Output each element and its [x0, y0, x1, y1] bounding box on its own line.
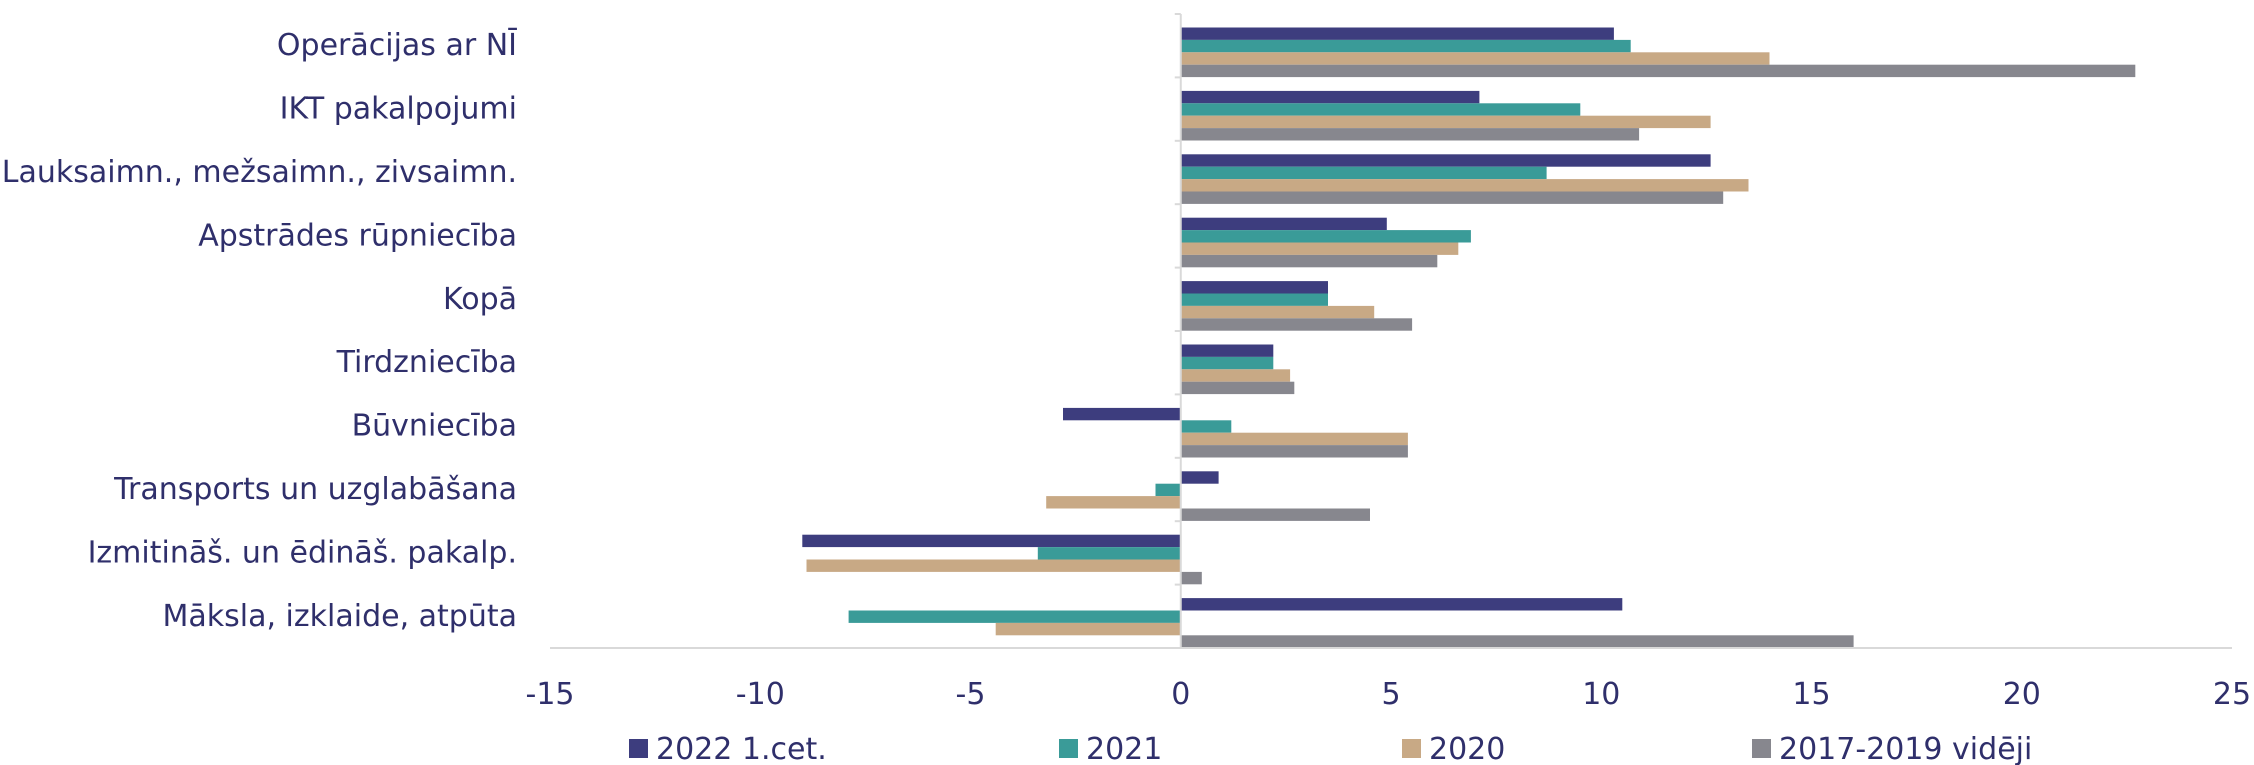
bar-8-series-4 [1180, 508, 1370, 521]
category-label: Tirdzniecība [336, 345, 517, 380]
bar-4-series-3 [1180, 242, 1459, 255]
x-tick-label: -15 [526, 677, 575, 712]
bar-8-series-3 [1046, 496, 1181, 509]
bar-10-series-3 [995, 622, 1181, 636]
x-tick-label: 5 [1381, 677, 1400, 712]
bar-2-series-3 [1180, 115, 1711, 129]
bar-2-series-2 [1180, 103, 1581, 116]
bar-7-series-3 [1180, 432, 1408, 446]
legend-label: 2021 [1086, 732, 1162, 765]
x-tick-label: -5 [956, 677, 986, 712]
bar-9-series-2 [1037, 547, 1181, 560]
category-labels: Operācijas ar NĪ IKT pakalpojumi Lauksaimn… [2, 27, 517, 634]
bar-6-series-2 [1180, 356, 1274, 370]
category-label: Būvniecība [352, 409, 517, 444]
x-tick-label: 0 [1171, 677, 1190, 712]
bar-3-series-4 [1180, 191, 1724, 204]
category-label: IKT pakalpojumi [280, 92, 517, 127]
legend-swatch [1059, 739, 1078, 758]
bar-2-series-4 [1180, 128, 1640, 141]
bar-1-series-4 [1180, 64, 2136, 78]
x-tick-label: 10 [1582, 677, 1620, 712]
bar-8-series-2 [1155, 483, 1181, 497]
bar-1-series-2 [1180, 39, 1631, 53]
bar-5-series-1 [1180, 281, 1328, 294]
bar-9-series-4 [1180, 571, 1202, 585]
bar-6-series-3 [1180, 369, 1291, 382]
x-tick-label: 15 [1792, 677, 1830, 712]
bar-3-series-1 [1180, 154, 1711, 167]
bar-5-series-3 [1180, 305, 1375, 319]
legend-swatch [1402, 739, 1421, 758]
x-tick-label: 25 [2213, 677, 2251, 712]
bar-2-series-1 [1180, 90, 1480, 104]
bars-group [802, 27, 2136, 648]
bar-1-series-3 [1180, 52, 1770, 65]
bar-4-series-1 [1180, 217, 1387, 231]
legend-label: 2022 1.cet. [656, 732, 827, 765]
bar-4-series-2 [1180, 230, 1471, 243]
bar-7-series-4 [1180, 445, 1408, 458]
category-label: Apstrādes rūpniecība [198, 218, 517, 253]
bar-9-series-1 [802, 534, 1181, 548]
category-label: Transports un uzglabāšana [113, 472, 517, 507]
bar-10-series-2 [848, 610, 1181, 623]
bar-6-series-1 [1180, 344, 1274, 357]
axes-group [550, 13, 2232, 649]
x-tick-labels: -15 -10 -5 0 5 10 15 20 25 [526, 677, 2252, 712]
legend-label: 2017-2019 vidēji [1779, 732, 2032, 765]
bar-10-series-4 [1180, 635, 1854, 648]
category-label: Operācijas ar NĪ [277, 27, 517, 63]
bar-1-series-1 [1180, 27, 1614, 40]
category-label: Māksla, izklaide, atpūta [163, 599, 518, 634]
legend-label: 2020 [1429, 732, 1505, 765]
bar-3-series-3 [1180, 179, 1749, 192]
bar-10-series-1 [1180, 598, 1623, 611]
legend-swatch [629, 739, 648, 758]
category-label: Kopā [443, 282, 517, 317]
bar-8-series-1 [1180, 471, 1219, 484]
category-label: Izmitināš. un ēdināš. pakalp. [88, 535, 517, 570]
bar-4-series-4 [1180, 254, 1438, 268]
bar-9-series-3 [806, 559, 1181, 572]
bar-5-series-2 [1180, 293, 1328, 306]
bar-5-series-4 [1180, 318, 1413, 331]
category-label: Lauksaimn., mežsaimn., zivsaimn. [2, 155, 517, 190]
legend-swatch [1752, 739, 1771, 758]
bar-7-series-2 [1180, 420, 1232, 433]
bar-3-series-2 [1180, 166, 1547, 180]
x-tick-label: -10 [736, 677, 785, 712]
bar-6-series-4 [1180, 381, 1295, 395]
legend: 2022 1.cet. 2021 2020 2017-2019 vidēji [629, 732, 2032, 765]
bar-7-series-1 [1063, 407, 1181, 421]
x-tick-label: 20 [2003, 677, 2041, 712]
